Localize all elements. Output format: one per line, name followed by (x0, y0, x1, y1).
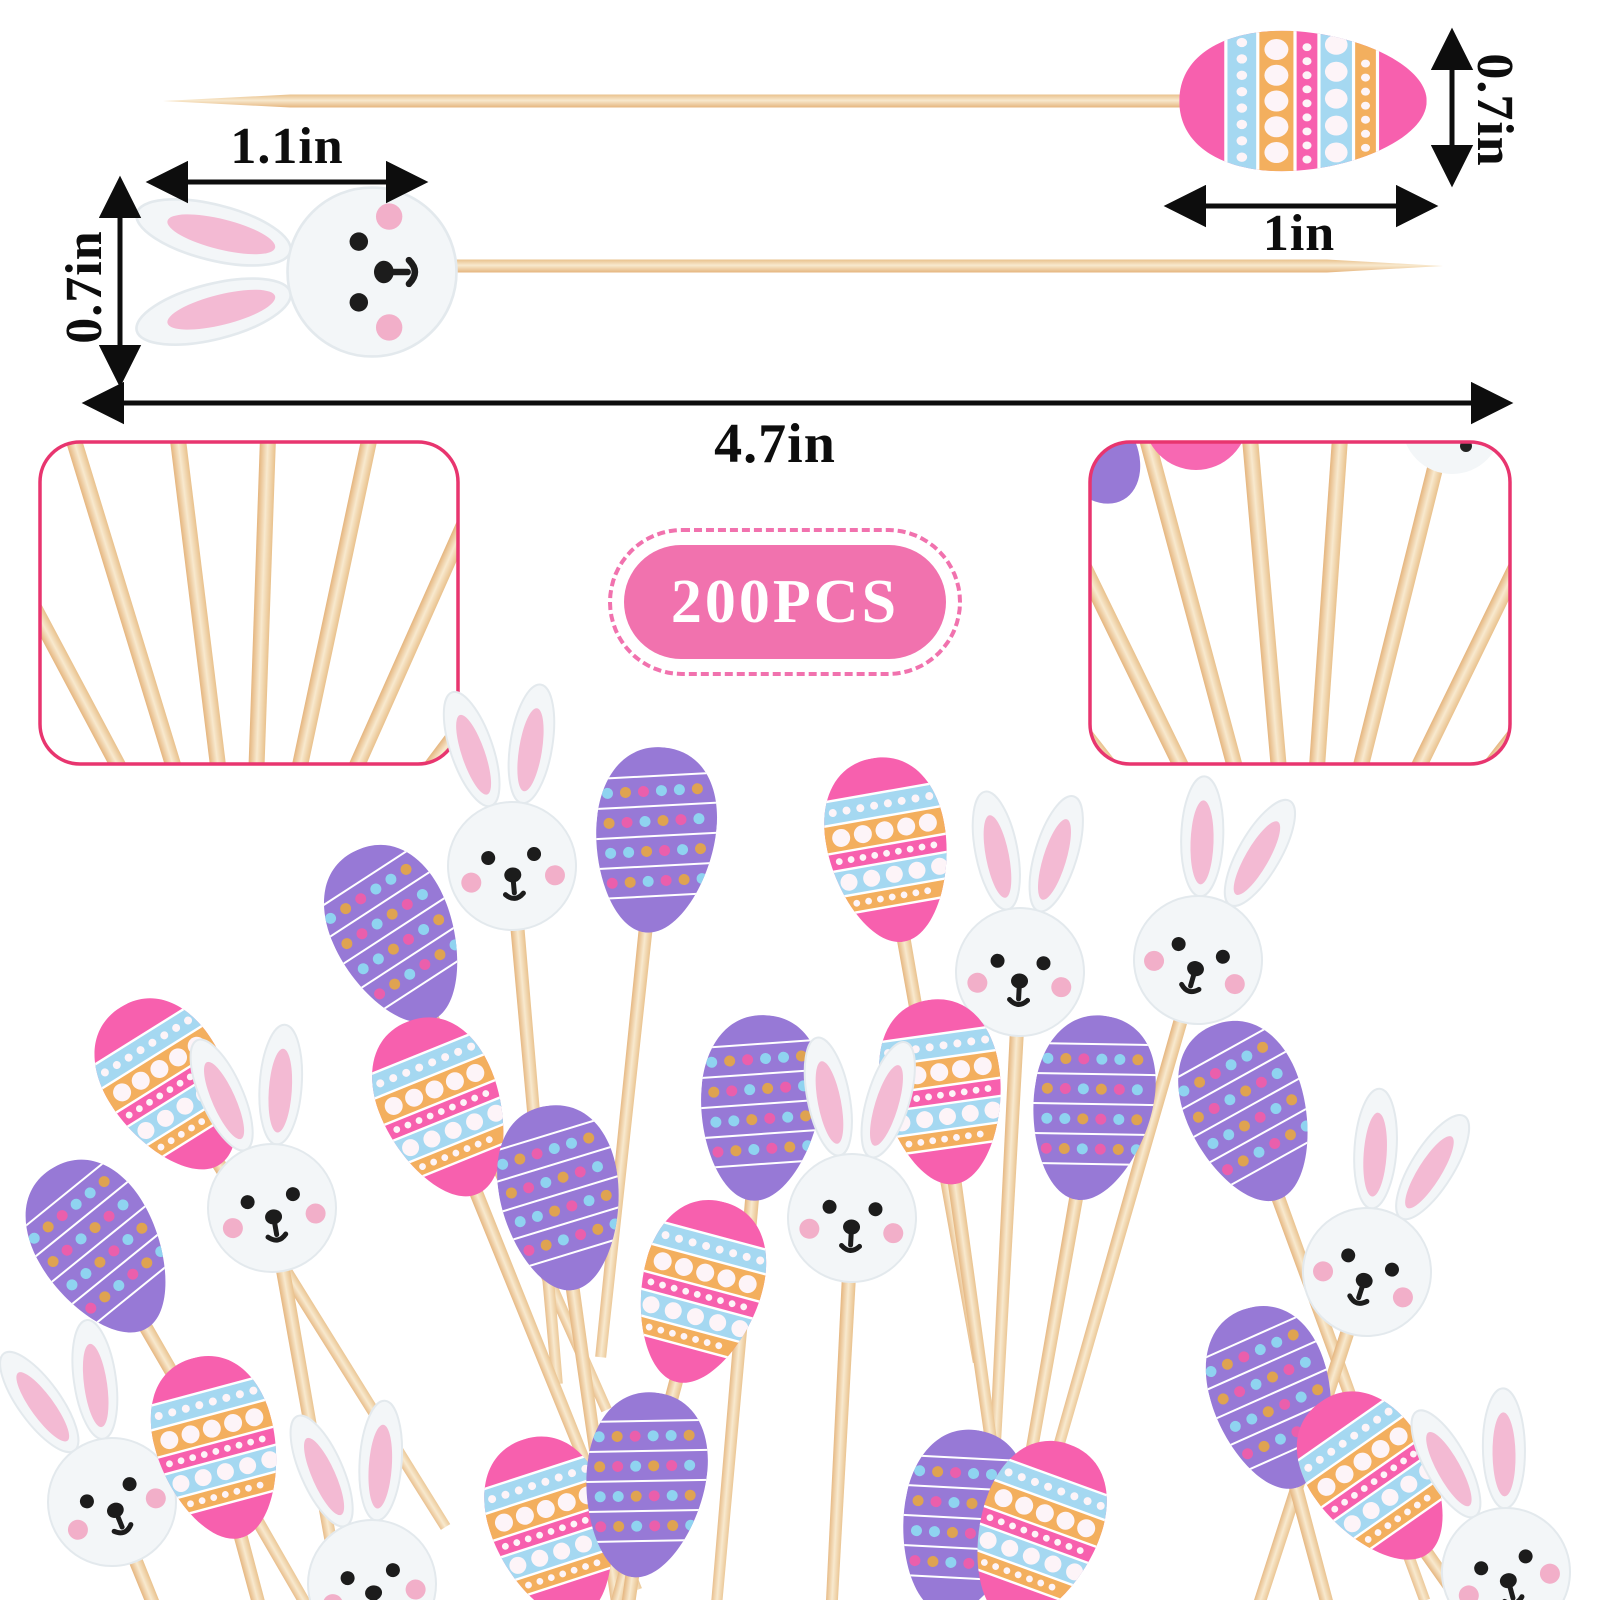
bamboo-stick (442, 259, 1443, 273)
bamboo-stick (163, 94, 1192, 108)
bunny-topper (130, 186, 456, 357)
piece-count-text: 200PCS (670, 567, 900, 636)
egg-width-label: 1in (1262, 205, 1336, 262)
bamboo-stick (1292, 442, 1357, 764)
partial-bunny-head (1402, 442, 1502, 474)
detail-photo-left (38, 440, 460, 766)
pick-fan-collage (0, 678, 1600, 1600)
egg-height-label: 0.7in (1466, 53, 1523, 167)
dimension-arrows (81, 27, 1514, 425)
measured-bunny-pick (130, 186, 1443, 357)
bamboo-stick (1231, 442, 1308, 764)
piece-count-pill: 200PCS (624, 545, 946, 659)
partial-pink-egg (1144, 442, 1248, 470)
bunny-height-label: 0.7in (56, 230, 113, 344)
piece-count-badge: 200PCS (608, 528, 962, 676)
bamboo-stick (154, 442, 256, 764)
bunny-width-label: 1.1in (230, 118, 344, 175)
bamboo-stick (240, 442, 281, 764)
measured-egg-pick (163, 26, 1431, 176)
egg-topper (1175, 26, 1430, 176)
total-length-label: 4.7in (714, 413, 836, 475)
